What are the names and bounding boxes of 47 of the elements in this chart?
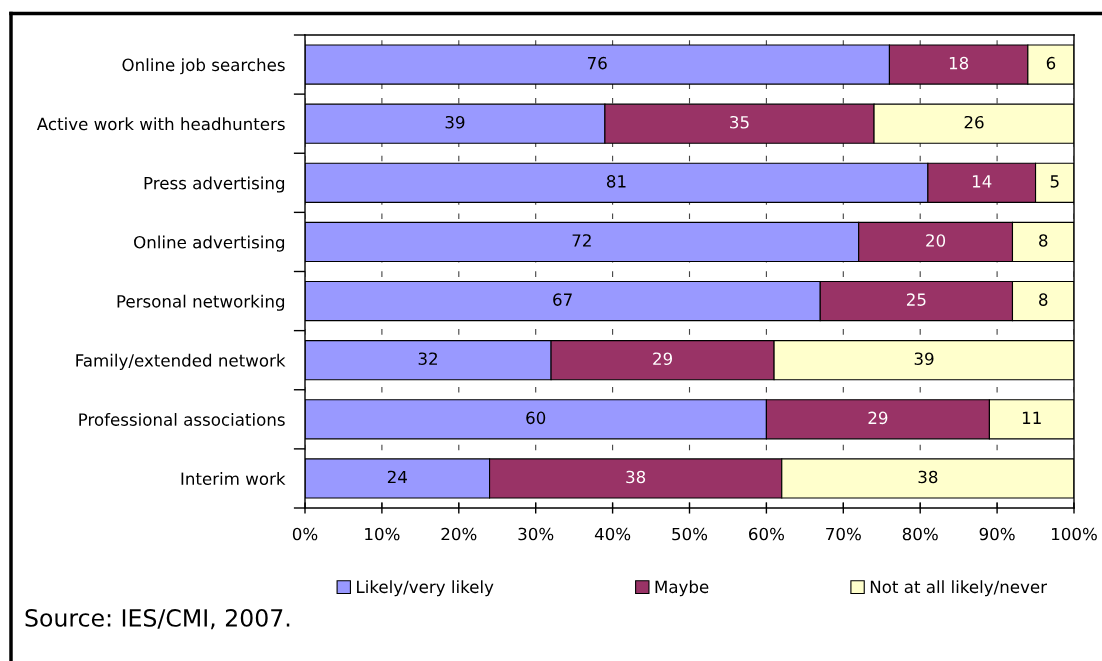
x-tick-label: 40% [594, 527, 631, 541]
x-tick-label: 0% [292, 527, 318, 541]
y-tick-label: Personal networking [117, 294, 285, 311]
data-label: 8 [1039, 234, 1048, 247]
x-tick-label: 90% [979, 527, 1015, 541]
data-label: 25 [906, 293, 926, 306]
data-label: 29 [653, 352, 673, 366]
y-tick-label: Professional associations [79, 412, 285, 426]
data-label: 35 [730, 115, 749, 129]
data-label: 11 [1022, 411, 1041, 424]
x-tick-label: 50% [672, 527, 708, 541]
legend-label: Maybe [655, 580, 709, 597]
data-label: 29 [868, 411, 888, 425]
data-label: 38 [918, 470, 938, 484]
data-label: 81 [606, 175, 626, 188]
x-tick-label: 10% [365, 527, 400, 541]
x-tick-label: 30% [518, 527, 554, 541]
x-tick-label: 60% [749, 527, 784, 541]
y-tick-label: Family/extended network [76, 353, 286, 370]
data-label: 20 [926, 234, 946, 247]
data-label: 14 [972, 175, 992, 188]
data-label: 39 [445, 115, 465, 129]
data-label: 18 [949, 56, 969, 70]
data-label: 38 [626, 470, 646, 484]
data-label: 6 [1046, 56, 1056, 70]
data-label: 5 [1050, 175, 1059, 188]
source-note: Source: IES/CMI, 2007. [25, 608, 290, 630]
y-tick-label: Online job searches [122, 58, 285, 75]
x-tick-label: 20% [441, 527, 477, 541]
x-tick-label: 100% [1052, 527, 1097, 541]
y-tick-label: Active work with headhunters [36, 117, 285, 131]
y-tick-label: Press advertising [144, 176, 285, 193]
data-label: 67 [553, 293, 572, 306]
y-tick-label: Interim work [181, 472, 286, 486]
x-tick-label: 80% [902, 527, 938, 541]
data-label: 60 [526, 411, 546, 425]
data-label: 39 [914, 352, 934, 366]
data-label: 72 [572, 234, 591, 247]
legend-label: Likely/very likely [357, 580, 494, 597]
data-label: 24 [387, 470, 407, 484]
x-tick-label: 70% [826, 527, 861, 541]
data-label: 32 [418, 352, 437, 366]
data-label: 8 [1039, 293, 1048, 306]
y-tick-label: Online advertising [134, 235, 285, 252]
data-label: 76 [587, 56, 607, 70]
legend-label: Not at all likely/never [870, 580, 1048, 597]
data-label: 26 [964, 115, 984, 129]
